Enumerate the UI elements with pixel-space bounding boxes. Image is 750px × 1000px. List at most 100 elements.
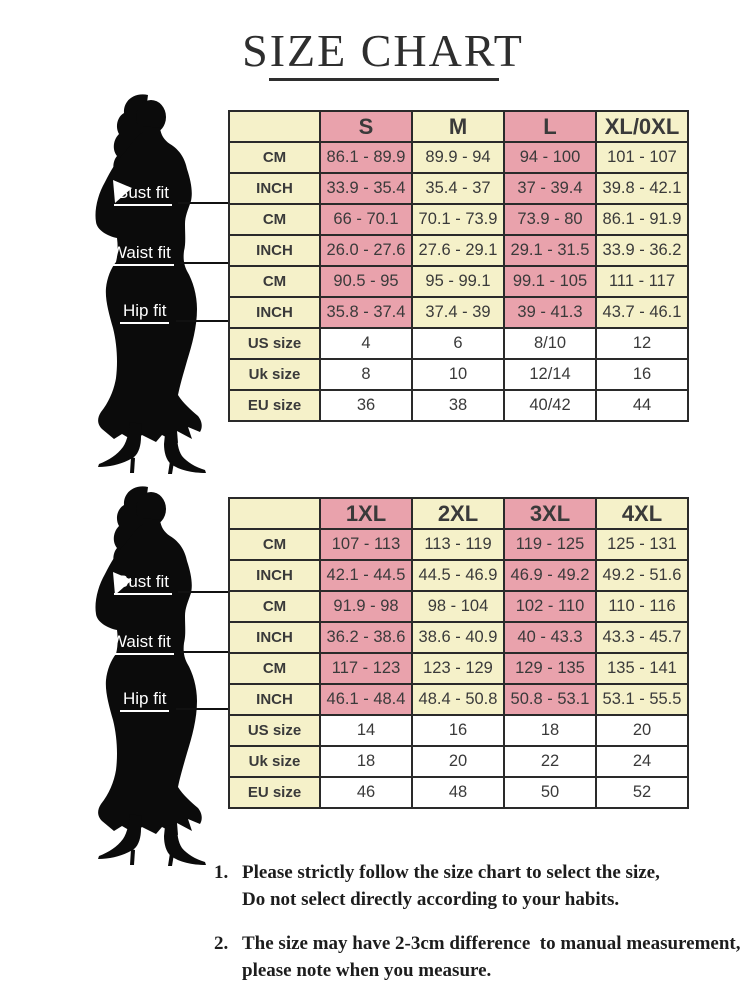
- row-label: CM: [228, 590, 321, 623]
- size-value-cell: 66 - 70.1: [319, 203, 413, 236]
- row-label: CM: [228, 528, 321, 561]
- size-value-cell: 10: [411, 358, 505, 391]
- size-value-cell: 16: [595, 358, 689, 391]
- row-label: INCH: [228, 296, 321, 329]
- row-label: US size: [228, 327, 321, 360]
- woman-silhouette: [95, 94, 206, 475]
- note-item: 2. The size may have 2-3cm difference to…: [214, 931, 750, 985]
- size-value-cell: 46: [319, 776, 413, 809]
- size-value-cell: 18: [319, 745, 413, 778]
- waist-fit-label: Waist fit: [108, 633, 174, 655]
- size-value-cell: 101 - 107: [595, 141, 689, 174]
- size-value-cell: 107 - 113: [319, 528, 413, 561]
- size-value-cell: 42.1 - 44.5: [319, 559, 413, 592]
- size-value-cell: 99.1 - 105: [503, 265, 597, 298]
- row-label: EU size: [228, 776, 321, 809]
- row-label: CM: [228, 141, 321, 174]
- size-value-cell: 39.8 - 42.1: [595, 172, 689, 205]
- size-value-cell: 49.2 - 51.6: [595, 559, 689, 592]
- waist-fit-line: [180, 262, 228, 264]
- size-column-header: M: [411, 110, 505, 143]
- size-value-cell: 123 - 129: [411, 652, 505, 685]
- row-label: Uk size: [228, 358, 321, 391]
- row-label: INCH: [228, 683, 321, 716]
- size-value-cell: 35.8 - 37.4: [319, 296, 413, 329]
- size-table-plus: 1XL 2XL 3XL 4XL CM 107 - 113 113 - 119 119 - 12…: [228, 497, 689, 809]
- hip-fit-label: Hip fit: [120, 302, 170, 324]
- size-value-cell: 86.1 - 91.9: [595, 203, 689, 236]
- size-value-cell: 26.0 - 27.6: [319, 234, 413, 267]
- size-value-cell: 53.1 - 55.5: [595, 683, 689, 716]
- woman-silhouette: [95, 486, 206, 866]
- size-value-cell: 27.6 - 29.1: [411, 234, 505, 267]
- size-value-cell: 20: [411, 745, 505, 778]
- size-value-cell: 43.7 - 46.1: [595, 296, 689, 329]
- waist-fit-line: [180, 651, 228, 653]
- row-label: EU size: [228, 389, 321, 422]
- size-column-header: 2XL: [411, 497, 505, 530]
- size-value-cell: 117 - 123: [319, 652, 413, 685]
- size-value-cell: 37 - 39.4: [503, 172, 597, 205]
- size-value-cell: 50.8 - 53.1: [503, 683, 597, 716]
- size-value-cell: 119 - 125: [503, 528, 597, 561]
- size-value-cell: 24: [595, 745, 689, 778]
- size-value-cell: 50: [503, 776, 597, 809]
- size-value-cell: 111 - 117: [595, 265, 689, 298]
- hip-fit-line: [176, 708, 228, 710]
- note-text: Please strictly follow the size chart to…: [242, 860, 660, 914]
- size-value-cell: 36: [319, 389, 413, 422]
- size-value-cell: 12: [595, 327, 689, 360]
- bust-fit-line: [178, 202, 228, 204]
- hip-fit-line: [176, 320, 228, 322]
- note-text: The size may have 2-3cm difference to ma…: [242, 931, 740, 985]
- size-value-cell: 91.9 - 98: [319, 590, 413, 623]
- size-table-standard: S M L XL/0XL CM 86.1 - 89.9 89.9 - 94 94 - 100 1…: [228, 110, 689, 422]
- size-value-cell: 8: [319, 358, 413, 391]
- size-value-cell: 135 - 141: [595, 652, 689, 685]
- size-value-cell: 40 - 43.3: [503, 621, 597, 654]
- row-label: INCH: [228, 621, 321, 654]
- size-value-cell: 33.9 - 36.2: [595, 234, 689, 267]
- size-value-cell: 46.1 - 48.4: [319, 683, 413, 716]
- size-value-cell: 8/10: [503, 327, 597, 360]
- size-value-cell: 70.1 - 73.9: [411, 203, 505, 236]
- size-column-header: L: [503, 110, 597, 143]
- size-value-cell: 44.5 - 46.9: [411, 559, 505, 592]
- page-title: SIZE CHART: [242, 25, 524, 76]
- size-value-cell: 33.9 - 35.4: [319, 172, 413, 205]
- note-line: Do not select directly according to your…: [242, 888, 620, 910]
- row-label: CM: [228, 652, 321, 685]
- note-item: 1. Please strictly follow the size chart…: [214, 860, 750, 914]
- size-value-cell: 43.3 - 45.7: [595, 621, 689, 654]
- size-value-cell: 89.9 - 94: [411, 141, 505, 174]
- standard-sizes-table-area: S M L XL/0XL CM 86.1 - 89.9 89.9 - 94 94 - 100 1…: [228, 110, 689, 422]
- size-value-cell: 125 - 131: [595, 528, 689, 561]
- plus-sizes-table-area: 1XL 2XL 3XL 4XL CM 107 - 113 113 - 119 119 - 12…: [228, 497, 689, 809]
- row-label: CM: [228, 203, 321, 236]
- bust-fit-label: Bust fit: [114, 184, 172, 206]
- size-value-cell: 113 - 119: [411, 528, 505, 561]
- size-value-cell: 29.1 - 31.5: [503, 234, 597, 267]
- row-label: US size: [228, 714, 321, 747]
- corner-cell: [228, 497, 321, 530]
- size-value-cell: 86.1 - 89.9: [319, 141, 413, 174]
- size-value-cell: 94 - 100: [503, 141, 597, 174]
- size-value-cell: 90.5 - 95: [319, 265, 413, 298]
- size-value-cell: 102 - 110: [503, 590, 597, 623]
- size-value-cell: 46.9 - 49.2: [503, 559, 597, 592]
- note-line: Please strictly follow the size chart to…: [242, 862, 660, 883]
- size-value-cell: 16: [411, 714, 505, 747]
- size-column-header: XL/0XL: [595, 110, 689, 143]
- notes-section: 1. Please strictly follow the size chart…: [214, 860, 750, 1000]
- size-value-cell: 48.4 - 50.8: [411, 683, 505, 716]
- size-value-cell: 48: [411, 776, 505, 809]
- size-value-cell: 20: [595, 714, 689, 747]
- size-value-cell: 12/14: [503, 358, 597, 391]
- size-value-cell: 36.2 - 38.6: [319, 621, 413, 654]
- hip-fit-label: Hip fit: [120, 690, 170, 712]
- size-value-cell: 35.4 - 37: [411, 172, 505, 205]
- size-value-cell: 52: [595, 776, 689, 809]
- waist-fit-label: Waist fit: [108, 244, 174, 266]
- size-value-cell: 38: [411, 389, 505, 422]
